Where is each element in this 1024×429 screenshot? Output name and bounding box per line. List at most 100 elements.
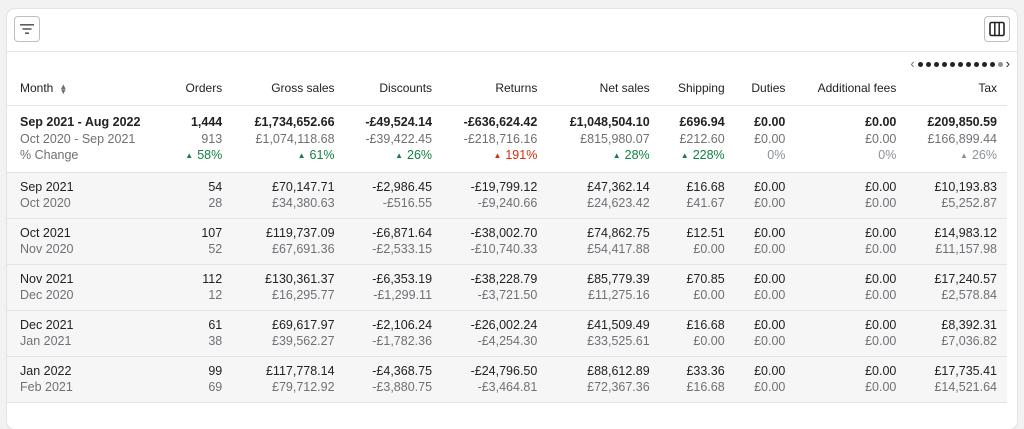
month-cell: Nov 2021 Dec 2020 xyxy=(7,264,169,311)
compare-value: £7,036.82 xyxy=(941,334,997,348)
month-cell: Sep 2021 Oct 2020 xyxy=(7,172,169,219)
summary-compare-value: £0.00 xyxy=(865,131,897,146)
primary-value: £0.00 xyxy=(865,225,897,240)
column-header-net-sales[interactable]: Net sales xyxy=(547,71,660,106)
summary-compare-value: £1,074,118.68 xyxy=(255,131,335,146)
primary-value: £74,862.75 xyxy=(587,225,650,240)
summary-primary-value: £0.00 xyxy=(754,115,786,129)
cell-additional-fees: £0.00 £0.00 xyxy=(795,264,907,311)
summary-primary-value: -£636,624.42 xyxy=(463,115,538,129)
primary-value: -£38,228.79 xyxy=(470,271,538,286)
table-row[interactable]: Nov 2021 Dec 2020 112 12 £130,361.37 £16,295.… xyxy=(7,264,1007,311)
pager-dot[interactable] xyxy=(981,61,987,67)
cell-orders: 107 52 xyxy=(168,218,233,265)
cell-duties: £0.00 £0.00 xyxy=(734,356,796,403)
summary-change-value: ▲ 28% xyxy=(612,148,650,162)
compare-value: £0.00 xyxy=(754,196,786,210)
pager-dots xyxy=(917,61,1003,67)
compare-value: £34,380.63 xyxy=(272,196,335,210)
cell-tax: £10,193.83 £5,252.87 xyxy=(906,172,1007,219)
compare-value: £0.00 xyxy=(865,288,897,302)
cell-tax: £17,735.41 £14,521.64 xyxy=(906,356,1007,403)
sort-icon: ▲ ▼ xyxy=(59,81,68,96)
table-row[interactable]: Dec 2021 Jan 2021 61 38 £69,617.97 £39,562.27… xyxy=(7,310,1007,357)
cell-returns: -£38,002.70 -£10,740.33 xyxy=(442,218,548,265)
pager-dot[interactable] xyxy=(989,61,995,67)
pager-dot[interactable] xyxy=(949,61,955,67)
summary-compare-value: -£218,716.16 xyxy=(463,131,538,146)
column-header-duties[interactable]: Duties xyxy=(734,71,796,106)
table-row[interactable]: Oct 2021 Nov 2020 107 52 £119,737.09 £67,691.… xyxy=(7,218,1007,265)
pager-dot[interactable] xyxy=(997,61,1003,67)
pager-dot[interactable] xyxy=(957,61,963,67)
compare-month-label: Feb 2021 xyxy=(20,380,73,394)
column-header-gross-sales[interactable]: Gross sales xyxy=(232,71,345,106)
filter-button[interactable] xyxy=(14,16,40,42)
cell-orders: 54 28 xyxy=(168,172,233,219)
primary-value: £16.68 xyxy=(686,179,725,194)
pager-dot[interactable] xyxy=(933,61,939,67)
columns-icon xyxy=(989,21,1005,37)
compare-value: £11,275.16 xyxy=(588,288,650,302)
compare-value: -£2,533.15 xyxy=(372,242,433,256)
pager-dot[interactable] xyxy=(925,61,931,67)
primary-value: £85,779.39 xyxy=(587,271,650,286)
primary-value: £130,361.37 xyxy=(265,271,335,286)
summary-cell-net-sales: £1,048,504.10 £815,980.07 ▲ 28% xyxy=(547,105,660,173)
month-label: Dec 2021 xyxy=(20,317,74,332)
trend-up-icon: ▲ xyxy=(297,151,306,160)
compare-value: £0.00 xyxy=(754,334,786,348)
column-header-tax[interactable]: Tax xyxy=(906,71,1007,106)
compare-value: £0.00 xyxy=(693,334,725,348)
compare-value: -£1,782.36 xyxy=(372,334,433,348)
primary-value: £119,737.09 xyxy=(265,225,335,240)
primary-value: 54 xyxy=(208,179,223,194)
summary-compare-value: £0.00 xyxy=(754,131,786,146)
compare-period: Oct 2020 - Sep 2021 xyxy=(20,131,136,146)
cell-returns: -£24,796.50 -£3,464.81 xyxy=(442,356,548,403)
compare-value: £0.00 xyxy=(865,380,897,394)
primary-value: £117,778.14 xyxy=(265,363,335,378)
pager-dot[interactable] xyxy=(973,61,979,67)
pager-dot[interactable] xyxy=(941,61,947,67)
summary-primary-value: 1,444 xyxy=(190,115,223,129)
pager-dot[interactable] xyxy=(917,61,923,67)
column-header-orders[interactable]: Orders xyxy=(168,71,233,106)
month-label: Oct 2021 xyxy=(20,225,71,240)
primary-value: £0.00 xyxy=(754,225,786,240)
column-header-month[interactable]: Month ▲ ▼ xyxy=(7,71,169,106)
compare-value: 38 xyxy=(208,334,223,348)
primary-value: £70,147.71 xyxy=(272,179,335,194)
cell-gross-sales: £130,361.37 £16,295.77 xyxy=(232,264,345,311)
cell-net-sales: £74,862.75 £54,417.88 xyxy=(547,218,660,265)
primary-value: £0.00 xyxy=(754,363,786,378)
cell-discounts: -£6,871.64 -£2,533.15 xyxy=(344,218,443,265)
primary-value: £0.00 xyxy=(865,363,897,378)
primary-value: -£6,353.19 xyxy=(372,271,433,286)
sales-report-card: ‹ › Month ▲ ▼ Orders Gross sales Discounts… xyxy=(7,9,1017,429)
cell-duties: £0.00 £0.00 xyxy=(734,218,796,265)
table-row[interactable]: Jan 2022 Feb 2021 99 69 £117,778.14 £79,712.9… xyxy=(7,356,1007,403)
column-header-shipping[interactable]: Shipping xyxy=(659,71,735,106)
column-header-returns[interactable]: Returns xyxy=(442,71,548,106)
column-header-additional-fees[interactable]: Additional fees xyxy=(795,71,907,106)
table-row[interactable]: Sep 2021 Oct 2020 54 28 £70,147.71 £34,380.63… xyxy=(7,172,1007,219)
pager-next-button[interactable]: › xyxy=(1005,56,1010,71)
compare-value: £2,578.84 xyxy=(941,288,997,302)
trend-up-icon: ▲ xyxy=(680,151,689,160)
summary-cell-additional-fees: £0.00 £0.00 0% xyxy=(795,105,907,173)
primary-value: £69,617.97 xyxy=(272,317,335,332)
compare-value: -£3,880.75 xyxy=(372,380,433,394)
column-header-discounts[interactable]: Discounts xyxy=(344,71,443,106)
summary-change-value: ▲ 61% xyxy=(297,148,335,162)
primary-value: £70.85 xyxy=(686,271,725,286)
compare-value: £14,521.64 xyxy=(934,380,997,394)
summary-row: Sep 2021 - Aug 2022 Oct 2020 - Sep 2021 % … xyxy=(7,105,1007,173)
compare-value: £0.00 xyxy=(865,196,897,210)
pager-prev-button[interactable]: ‹ xyxy=(910,56,915,71)
trend-up-icon: ▲ xyxy=(395,151,404,160)
columns-button[interactable] xyxy=(984,16,1010,42)
pager-dot[interactable] xyxy=(965,61,971,67)
primary-value: 61 xyxy=(208,317,223,332)
trend-up-icon: ▲ xyxy=(185,151,194,160)
